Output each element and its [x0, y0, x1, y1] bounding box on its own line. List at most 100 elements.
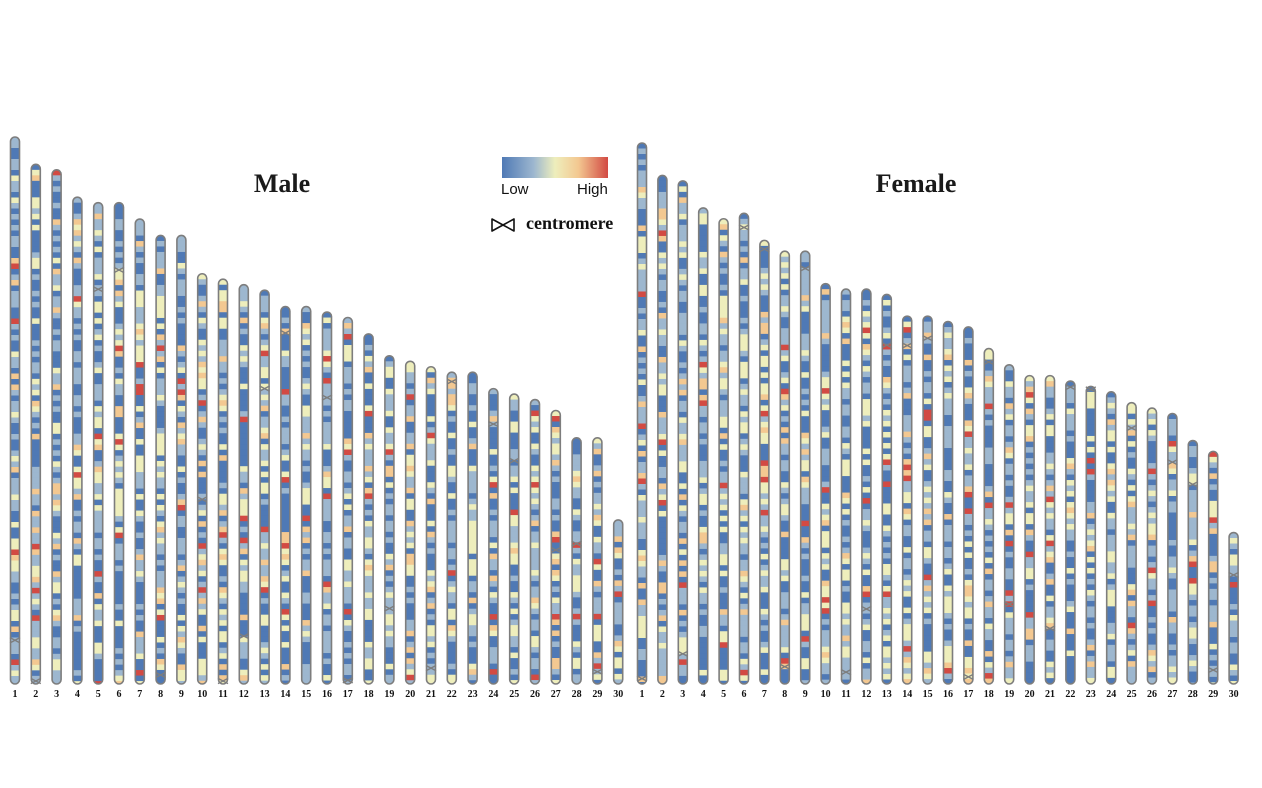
density-band [405, 669, 415, 676]
density-band [821, 388, 831, 395]
density-band [572, 591, 582, 598]
density-band [780, 372, 790, 379]
density-band [468, 652, 478, 659]
density-band [882, 629, 892, 637]
density-band [1065, 678, 1075, 684]
density-band [405, 465, 415, 472]
chromosome-outline [1044, 374, 1056, 685]
density-band [156, 246, 166, 253]
density-band [93, 340, 103, 347]
density-band [10, 153, 20, 160]
density-band [657, 351, 667, 358]
density-band [156, 460, 166, 468]
density-band [280, 460, 290, 467]
density-band [426, 416, 436, 423]
density-band [93, 653, 103, 660]
density-band [698, 477, 708, 484]
density-band [739, 290, 749, 297]
density-band [468, 526, 478, 533]
density-band [1025, 639, 1035, 646]
density-band [488, 658, 498, 665]
density-band [698, 455, 708, 462]
density-band [31, 384, 41, 391]
density-band [239, 394, 249, 401]
density-band [1086, 408, 1096, 415]
density-band [176, 548, 186, 556]
density-band [218, 466, 228, 473]
density-band [1004, 606, 1014, 613]
density-band [197, 587, 207, 594]
density-band [176, 471, 186, 479]
density-band [156, 279, 166, 286]
density-band [780, 394, 790, 401]
density-band [861, 536, 871, 543]
density-band [1127, 551, 1137, 558]
density-band [800, 509, 810, 516]
chromosome-density-bands [509, 394, 519, 684]
density-band [551, 449, 561, 456]
density-band [93, 345, 103, 352]
density-band [260, 543, 270, 550]
density-band [31, 208, 41, 215]
density-band [800, 366, 810, 373]
density-band [114, 439, 124, 446]
density-band [841, 646, 851, 653]
density-band [52, 455, 62, 462]
density-band [800, 504, 810, 511]
density-band [364, 482, 374, 489]
density-band [657, 301, 667, 309]
density-band [405, 366, 415, 373]
density-band [343, 400, 353, 407]
density-band [447, 630, 457, 637]
density-band [156, 317, 166, 325]
density-band [637, 445, 647, 452]
density-band [678, 257, 688, 264]
density-band [902, 338, 912, 345]
density-band [861, 300, 871, 307]
density-band [156, 548, 166, 556]
density-band [1065, 535, 1075, 542]
density-band [780, 454, 790, 461]
density-band [135, 648, 145, 655]
chromosome-density-bands [72, 197, 82, 684]
density-band [530, 526, 540, 533]
density-band [10, 291, 20, 298]
density-band [821, 283, 831, 290]
density-band [197, 345, 207, 352]
centromere-marker [571, 540, 582, 547]
density-band [943, 580, 953, 587]
density-band [530, 487, 540, 494]
density-band [1065, 590, 1075, 597]
density-band [592, 624, 602, 631]
chromosome-density-bands [759, 240, 769, 684]
density-band [719, 350, 729, 357]
density-band [156, 284, 166, 292]
density-band [156, 449, 166, 457]
density-band [780, 438, 790, 445]
density-band [1106, 523, 1116, 530]
density-band [343, 587, 353, 594]
density-band [10, 483, 20, 490]
density-band [405, 542, 415, 549]
density-band [1106, 578, 1116, 585]
density-band [821, 547, 831, 554]
density-band [405, 449, 415, 456]
density-band [114, 428, 124, 435]
density-band [343, 361, 353, 368]
density-band [197, 356, 207, 363]
density-band [637, 605, 647, 612]
density-band [31, 290, 41, 297]
density-band [10, 395, 20, 402]
density-band [364, 355, 374, 363]
density-band [637, 533, 647, 540]
density-band [943, 387, 953, 394]
density-band [719, 334, 729, 341]
density-band [1004, 485, 1014, 492]
density-band [841, 454, 851, 461]
density-band [719, 581, 729, 588]
density-band [1208, 528, 1218, 535]
chromosome-density-bands [592, 437, 602, 684]
density-band [488, 520, 498, 527]
chromosome-male-30: 30 [612, 519, 624, 700]
density-band [280, 471, 290, 478]
